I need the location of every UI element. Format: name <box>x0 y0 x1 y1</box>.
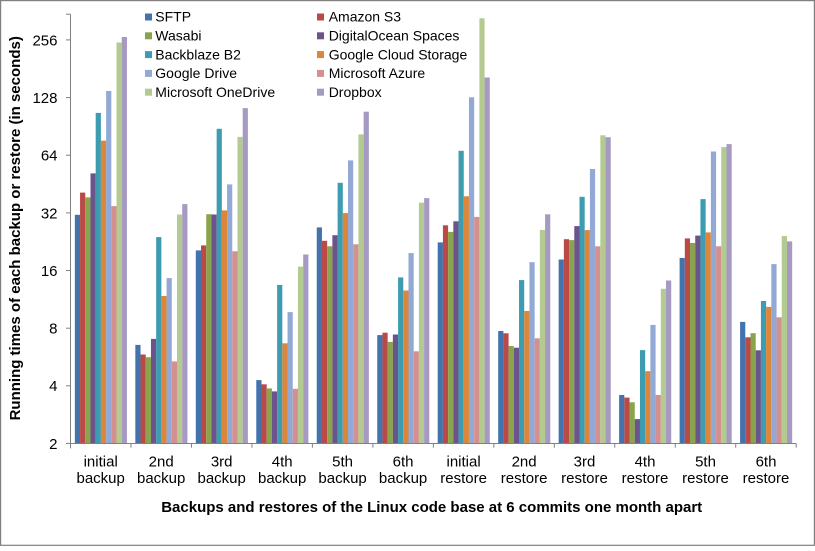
svg-text:5th: 5th <box>695 454 716 471</box>
svg-text:8: 8 <box>49 321 57 338</box>
svg-text:Microsoft OneDrive: Microsoft OneDrive <box>155 84 275 100</box>
svg-text:DigitalOcean Spaces: DigitalOcean Spaces <box>329 28 460 44</box>
svg-text:128: 128 <box>32 90 57 107</box>
svg-text:Backups and restores of the Li: Backups and restores of the Linux code b… <box>161 499 702 516</box>
svg-text:3rd: 3rd <box>574 454 596 471</box>
svg-text:Backblaze B2: Backblaze B2 <box>155 46 241 62</box>
svg-text:restore: restore <box>682 470 729 487</box>
svg-text:32: 32 <box>41 205 58 222</box>
svg-text:restore: restore <box>440 470 487 487</box>
svg-text:2nd: 2nd <box>512 454 537 471</box>
svg-text:4th: 4th <box>272 454 293 471</box>
svg-text:6th: 6th <box>393 454 414 471</box>
svg-text:4th: 4th <box>635 454 656 471</box>
svg-text:initial: initial <box>84 454 118 471</box>
svg-text:Amazon S3: Amazon S3 <box>329 9 402 25</box>
svg-text:restore: restore <box>501 470 548 487</box>
svg-text:restore: restore <box>743 470 790 487</box>
svg-text:4: 4 <box>49 378 57 395</box>
svg-text:backup: backup <box>379 470 427 487</box>
svg-text:restore: restore <box>622 470 669 487</box>
svg-text:SFTP: SFTP <box>155 9 191 25</box>
svg-text:Google Drive: Google Drive <box>155 65 237 81</box>
svg-text:5th: 5th <box>332 454 353 471</box>
svg-text:Dropbox: Dropbox <box>329 84 382 100</box>
svg-text:backup: backup <box>258 470 306 487</box>
svg-text:3rd: 3rd <box>211 454 233 471</box>
svg-text:Google Cloud Storage: Google Cloud Storage <box>329 46 468 62</box>
svg-text:backup: backup <box>77 470 125 487</box>
svg-text:2nd: 2nd <box>149 454 174 471</box>
svg-text:backup: backup <box>318 470 366 487</box>
svg-text:initial: initial <box>447 454 481 471</box>
svg-text:Wasabi: Wasabi <box>155 28 201 44</box>
svg-text:backup: backup <box>198 470 246 487</box>
svg-text:6th: 6th <box>756 454 777 471</box>
svg-text:256: 256 <box>32 32 57 49</box>
svg-text:backup: backup <box>137 470 185 487</box>
svg-text:restore: restore <box>561 470 608 487</box>
svg-text:64: 64 <box>41 148 58 165</box>
svg-text:2: 2 <box>49 436 57 453</box>
svg-text:Running times of each backup o: Running times of each backup or restore … <box>7 36 24 420</box>
svg-text:16: 16 <box>41 263 58 280</box>
svg-text:Microsoft Azure: Microsoft Azure <box>329 65 426 81</box>
